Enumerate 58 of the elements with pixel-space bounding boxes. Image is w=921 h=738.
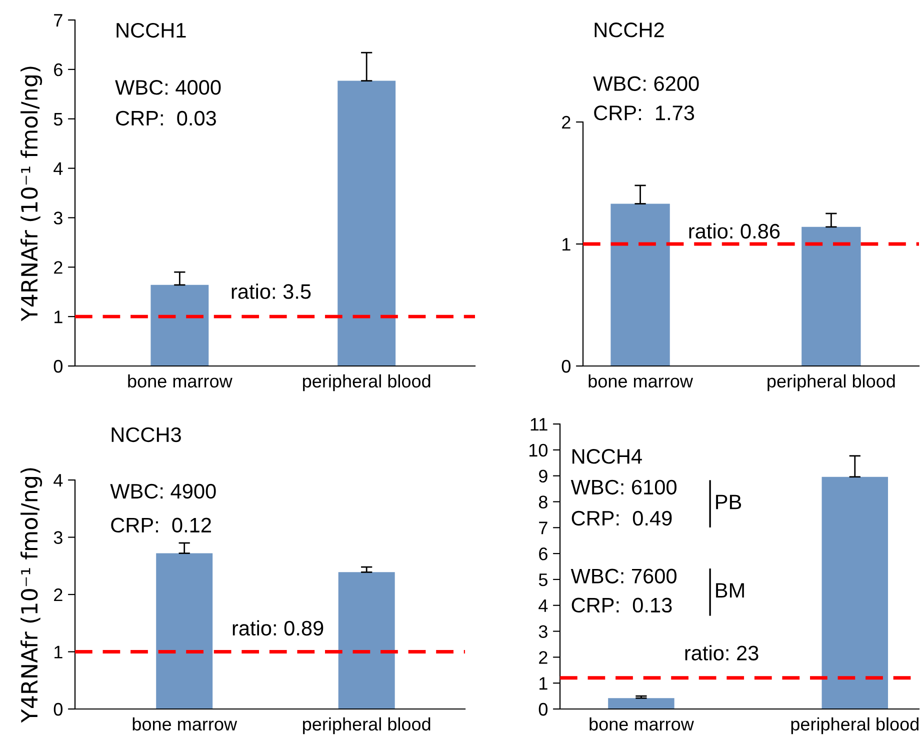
y-tick-label: 0 xyxy=(54,360,62,373)
annotation: WBC: 4900 xyxy=(110,484,216,499)
x-tick-label: bone marrow xyxy=(588,374,694,388)
annotation: WBC: 7600 xyxy=(570,568,676,584)
y-tick-label: 10 xyxy=(529,444,548,457)
y-tick-label: 1 xyxy=(540,677,548,690)
y-tick-label: 1 xyxy=(562,238,570,251)
annotation: ratio: 3.5 xyxy=(232,284,311,299)
y-tick-label: 0 xyxy=(54,702,62,716)
y-axis-title: Y4RNAfr (10⁻¹ fmol/ng) xyxy=(20,66,42,322)
y-tick-label: 7 xyxy=(54,14,62,27)
annotation: BM xyxy=(716,583,744,598)
y-tick-label: 1 xyxy=(54,646,62,658)
x-tick-label: peripheral blood xyxy=(791,717,918,734)
y-tick-label: 6 xyxy=(539,547,548,560)
y-tick-label: 5 xyxy=(54,112,62,126)
text: WBC: 6200 xyxy=(593,76,699,91)
y-tick-label: 4 xyxy=(54,474,63,487)
annotation: ratio: 23 xyxy=(685,645,758,660)
annotation: WBC: 6100 xyxy=(570,480,676,495)
y-tick-label: 3 xyxy=(538,625,548,638)
chart-title: NCCH2 xyxy=(594,22,664,38)
y-tick-label: 0 xyxy=(562,360,570,373)
x-tick-label: bone marrow xyxy=(590,717,694,731)
text: NCCH4 xyxy=(572,449,642,464)
y-tick-label: 0 xyxy=(538,702,548,716)
annotation: ratio: 0.89 xyxy=(232,620,324,636)
annotation: PB xyxy=(716,494,742,510)
y-tick-label: 2 xyxy=(54,588,62,602)
y-axis-title: Y4RNAfr (10⁻¹ fmol/ng) xyxy=(20,468,42,723)
x-tick-label: bone marrow xyxy=(128,374,232,388)
y-tick-label: 4 xyxy=(538,599,548,612)
chart-title: NCCH1 xyxy=(116,22,186,38)
y-tick-label: 6 xyxy=(54,63,62,76)
y-tick-label: 8 xyxy=(538,496,548,508)
chart-title: NCCH3 xyxy=(112,427,181,442)
text: CRP: 1.73 xyxy=(594,106,694,120)
y-tick-label: 4 xyxy=(54,162,63,175)
annotation: CRP: 0.12 xyxy=(111,518,211,533)
annotation: WBC: 4000 xyxy=(115,80,221,95)
x-tick-label: peripheral blood xyxy=(303,717,430,734)
y-tick-label: 2 xyxy=(539,651,548,664)
y-tick-label: 9 xyxy=(539,470,548,483)
y-tick-label: 3 xyxy=(54,212,62,224)
y-tick-label: 1 xyxy=(54,310,62,324)
annotation: CRP: 0.03 xyxy=(116,110,216,126)
x-tick-label: peripheral blood xyxy=(768,374,895,392)
annotation: ratio: 0.86 xyxy=(689,223,780,239)
x-tick-label: bone marrow xyxy=(132,717,238,731)
y-tick-label: 5 xyxy=(538,574,548,586)
annotation: CRP: 0.49 xyxy=(572,510,672,526)
y-tick-label: 3 xyxy=(54,531,62,544)
annotation: CRP: 0.13 xyxy=(572,598,672,613)
y-tick-label: 7 xyxy=(539,522,548,534)
y-tick-label: 2 xyxy=(54,261,62,274)
y-tick-label: 2 xyxy=(562,116,570,129)
x-tick-label: peripheral blood xyxy=(303,374,430,392)
y-tick-label: 11 xyxy=(530,418,548,431)
